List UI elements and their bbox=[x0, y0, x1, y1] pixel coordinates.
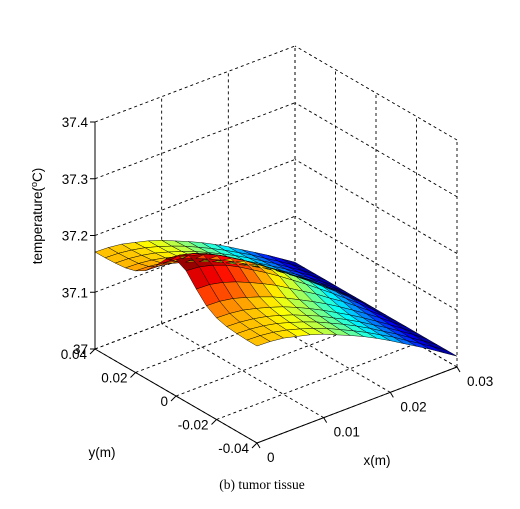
z-tick-label: 37.2 bbox=[62, 229, 88, 244]
floor-gridline-x bbox=[161, 323, 324, 419]
z-axis-label: temperature(oC) bbox=[29, 168, 45, 265]
z-tick-label: 37.3 bbox=[62, 172, 88, 187]
sidewall-gridline-z bbox=[294, 45, 458, 141]
backwall-gridline-z bbox=[94, 102, 296, 180]
x-tick-mark bbox=[389, 392, 394, 398]
x-tick-mark bbox=[323, 417, 328, 423]
y-tick-label: 0.04 bbox=[61, 347, 88, 362]
surface-mesh bbox=[94, 239, 458, 357]
x-axis-label: x(m) bbox=[364, 453, 391, 468]
z-tick-label: 37.1 bbox=[62, 285, 88, 300]
y-tick-label: -0.04 bbox=[218, 441, 249, 456]
sidewall-gridline-z bbox=[294, 159, 458, 254]
y-tick-mark bbox=[130, 372, 136, 378]
y-tick-mark bbox=[211, 419, 217, 425]
x-tick-label: 0 bbox=[267, 450, 275, 465]
x-axis-line bbox=[256, 366, 458, 444]
y-tick-label: 0.02 bbox=[101, 371, 127, 386]
backwall-gridline-z bbox=[94, 45, 296, 123]
x-tick-mark bbox=[256, 442, 261, 449]
sidewall-gridline-z bbox=[294, 215, 458, 311]
sidewall-gridline-z bbox=[294, 102, 458, 198]
z-tick-label: 37.4 bbox=[62, 115, 89, 130]
x-tick-label: 0.02 bbox=[400, 399, 426, 414]
x-tick-mark bbox=[456, 366, 461, 373]
y-tick-label: 0 bbox=[160, 394, 168, 409]
y-tick-mark bbox=[170, 395, 177, 402]
y-tick-mark bbox=[89, 348, 96, 355]
x-tick-label: 0.03 bbox=[467, 374, 493, 389]
y-tick-mark bbox=[251, 442, 258, 449]
y-tick-label: -0.02 bbox=[178, 418, 209, 433]
floor-gridline-y bbox=[216, 343, 417, 420]
y-axis-label: y(m) bbox=[89, 445, 116, 460]
x-tick-label: 0.01 bbox=[334, 425, 360, 440]
backwall-gridline-z bbox=[94, 159, 296, 236]
surface-patch bbox=[433, 346, 458, 357]
z-tick-label: 37 bbox=[73, 342, 88, 357]
figure-caption: (b) tumor tissue bbox=[219, 477, 305, 492]
